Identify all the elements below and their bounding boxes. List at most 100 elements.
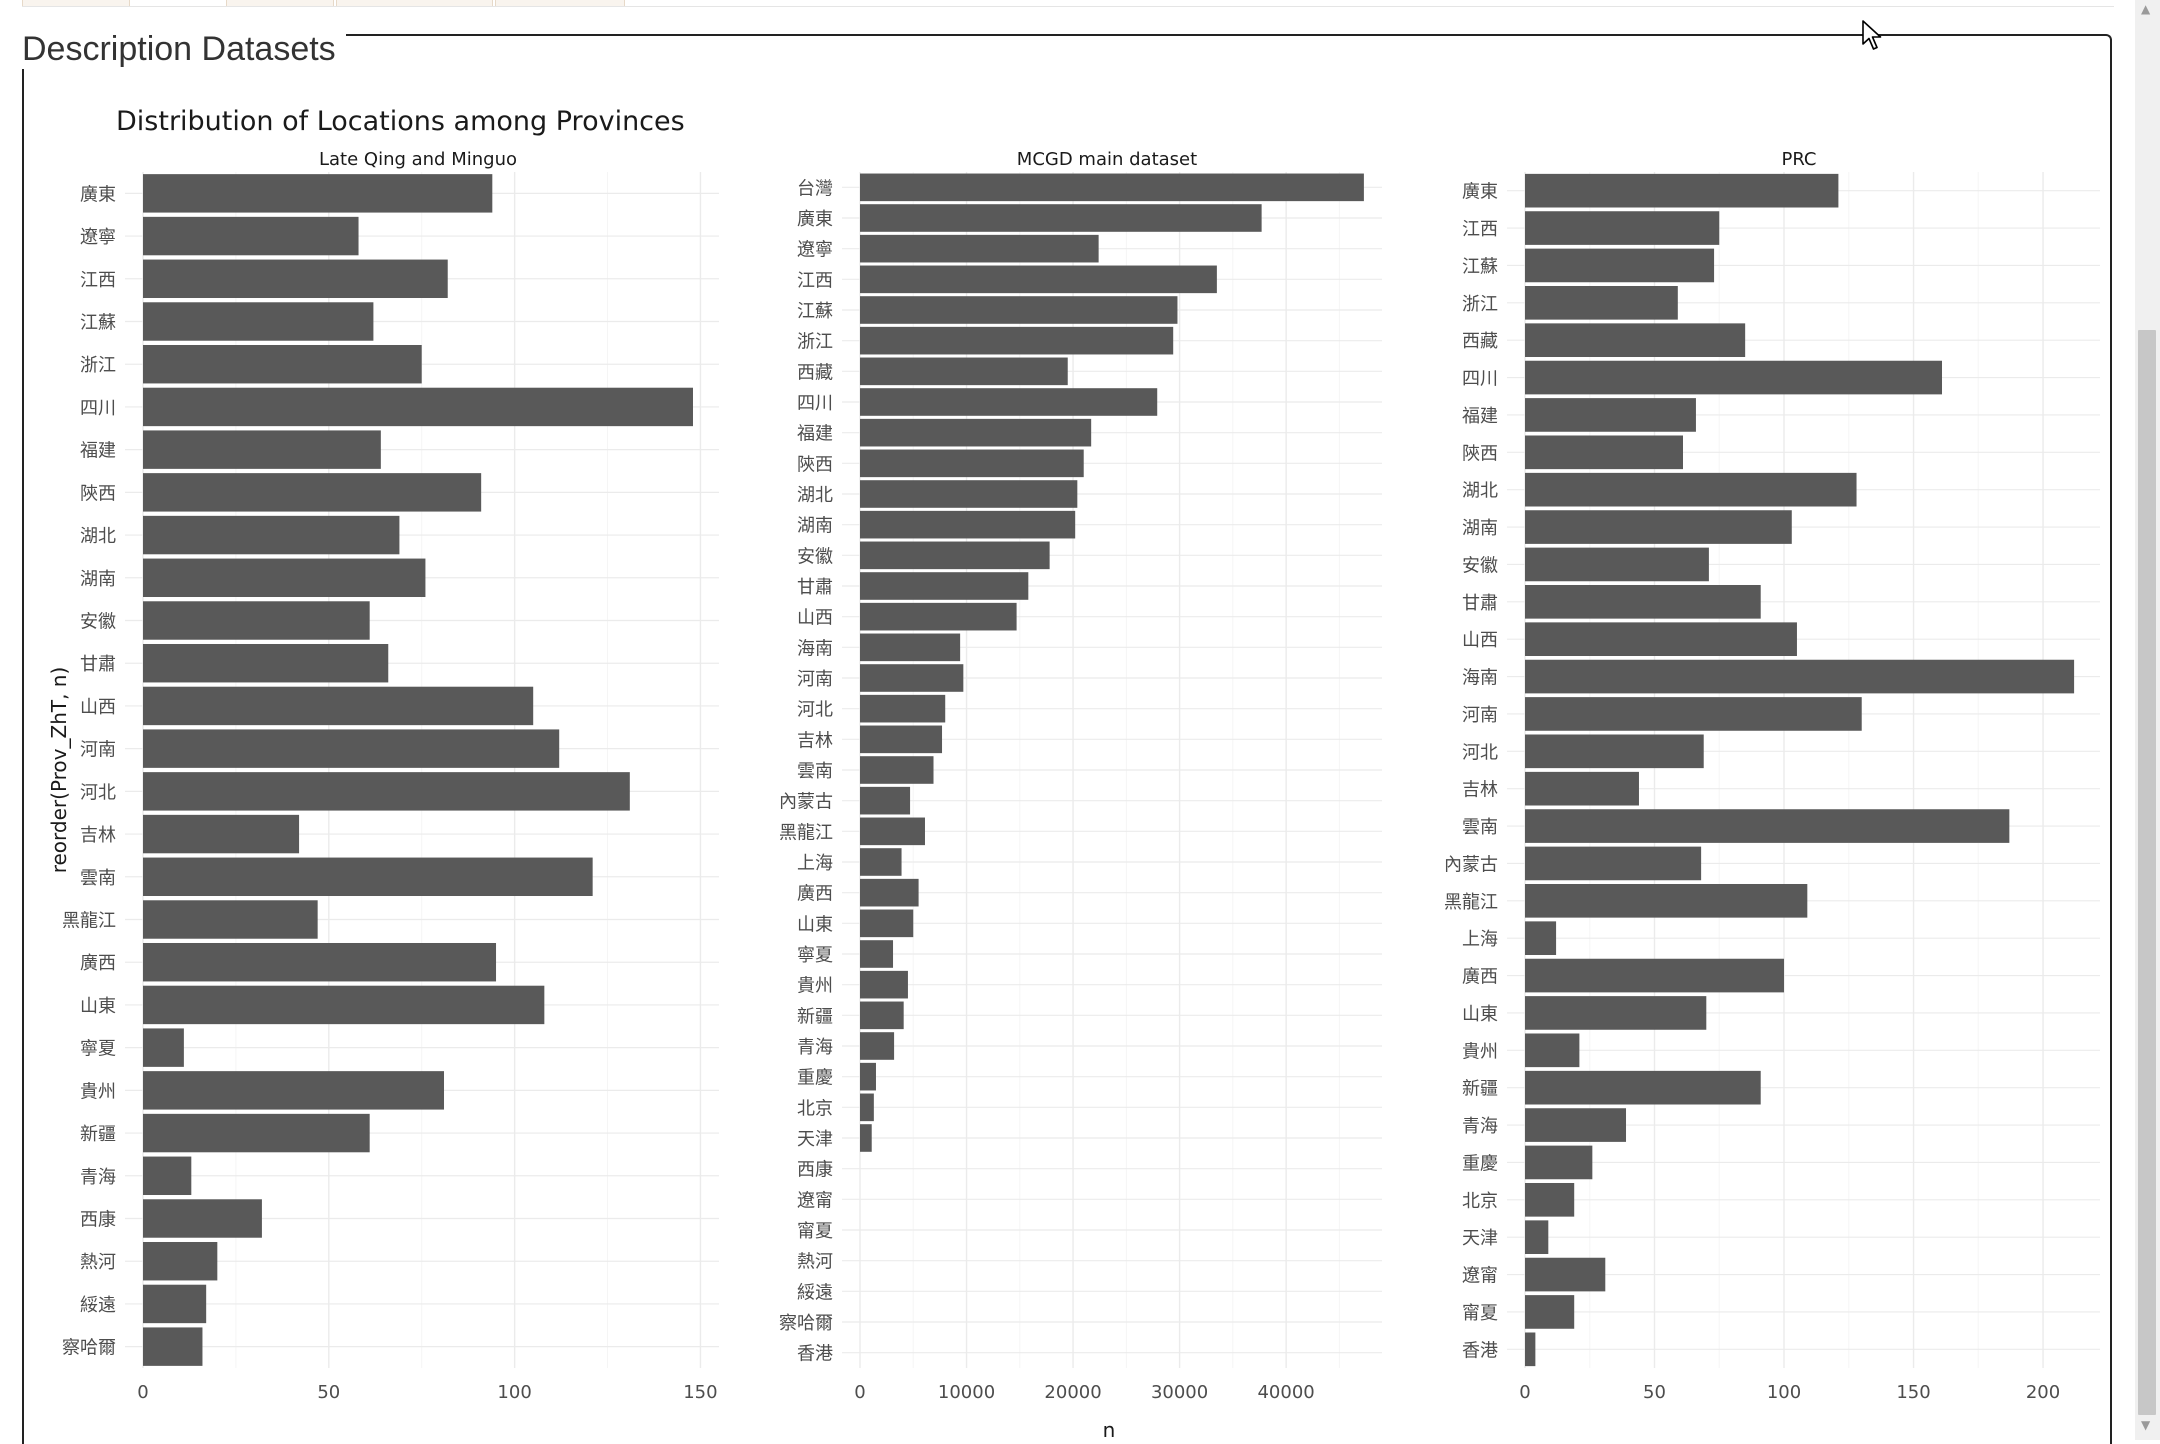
- bar: [1525, 1332, 1536, 1367]
- y-category-label: 山東: [1462, 1004, 1498, 1025]
- bar: [860, 480, 1078, 508]
- y-category-label: 海南: [797, 638, 833, 659]
- y-category-label: 福建: [80, 441, 116, 462]
- x-tick-label: 0: [1519, 1382, 1530, 1403]
- bar: [860, 909, 914, 938]
- facet-title: Late Qing and Minguo: [319, 149, 517, 170]
- y-category-label: 熱河: [80, 1252, 116, 1273]
- bar: [143, 174, 493, 213]
- bar: [143, 601, 370, 640]
- y-category-label: 四川: [80, 398, 116, 419]
- bar: [1525, 547, 1709, 582]
- y-category-label: 察哈爾: [779, 1313, 833, 1334]
- y-category-label: 察哈爾: [62, 1338, 116, 1359]
- y-category-label: 浙江: [1462, 294, 1498, 315]
- mouse-cursor-icon: [1862, 20, 1882, 50]
- bar: [860, 572, 1029, 600]
- y-category-label: 吉林: [80, 825, 116, 846]
- scroll-down-icon[interactable]: ▼: [2141, 1418, 2151, 1432]
- y-category-label: 內蒙古: [779, 792, 833, 813]
- bar: [860, 817, 925, 846]
- y-category-label: 雲南: [797, 761, 833, 782]
- bar: [143, 900, 318, 939]
- bar: [860, 878, 919, 907]
- bar: [1525, 510, 1792, 544]
- y-category-label: 湖北: [1462, 481, 1498, 502]
- bar: [1525, 472, 1857, 507]
- x-tick-label: 50: [317, 1382, 340, 1403]
- y-category-label: 遼甯: [1462, 1266, 1498, 1287]
- bar: [860, 786, 911, 815]
- bar: [860, 694, 946, 723]
- bar: [1525, 883, 1808, 918]
- bar: [143, 1113, 370, 1153]
- y-category-label: 廣東: [80, 184, 116, 205]
- bar: [1525, 1295, 1575, 1329]
- y-category-label: 安徽: [797, 546, 833, 567]
- y-category-label: 綏遠: [797, 1282, 833, 1303]
- scrollbar-thumb[interactable]: [2138, 330, 2156, 1415]
- bar: [143, 814, 300, 854]
- scroll-up-icon[interactable]: ▲: [2141, 2, 2151, 16]
- bar: [143, 1284, 207, 1324]
- y-category-label: 寧夏: [797, 945, 833, 966]
- y-category-label: 香港: [1462, 1340, 1498, 1361]
- x-axis-title: n: [1103, 1418, 1116, 1440]
- x-tick-label: 30000: [1151, 1382, 1208, 1403]
- y-category-label: 浙江: [80, 355, 116, 376]
- bar: [860, 204, 1262, 232]
- tab-2-active[interactable]: [132, 0, 224, 7]
- y-category-label: 重慶: [797, 1068, 833, 1089]
- y-category-label: 甘肅: [1462, 593, 1498, 614]
- x-tick-label: 0: [137, 1382, 148, 1403]
- bar: [143, 1028, 184, 1067]
- content-panel: [22, 34, 2112, 1444]
- bar: [1525, 360, 1943, 395]
- y-category-label: 遼甯: [797, 1190, 833, 1211]
- y-category-label: 江蘇: [797, 301, 833, 322]
- bar: [1525, 1033, 1580, 1068]
- y-category-label: 香港: [797, 1344, 833, 1365]
- y-category-label: 浙江: [797, 332, 833, 353]
- y-category-label: 廣西: [797, 884, 833, 905]
- y-category-label: 黑龍江: [1444, 892, 1498, 913]
- bar: [860, 940, 894, 968]
- y-category-label: 青海: [797, 1037, 833, 1058]
- y-category-label: 貴州: [1462, 1041, 1498, 1062]
- vertical-scrollbar[interactable]: ▲ ▼: [2135, 0, 2160, 1440]
- bar: [143, 1241, 218, 1281]
- y-category-label: 雲南: [80, 868, 116, 889]
- bar: [1525, 173, 1839, 208]
- bar: [860, 756, 934, 784]
- y-category-label: 河北: [80, 782, 116, 803]
- y-category-label: 河南: [80, 740, 116, 761]
- bar: [1525, 211, 1720, 245]
- y-category-label: 江蘇: [80, 313, 116, 334]
- y-category-label: 甘肅: [797, 577, 833, 598]
- y-category-label: 廣西: [1462, 967, 1498, 988]
- y-category-label: 吉林: [797, 730, 833, 751]
- bar: [1525, 659, 2075, 694]
- y-category-label: 山東: [80, 996, 116, 1017]
- y-category-label: 重慶: [1462, 1153, 1498, 1174]
- chart-title: Distribution of Locations among Province…: [116, 106, 685, 137]
- bar: [1525, 248, 1715, 283]
- y-category-label: 吉林: [1462, 780, 1498, 801]
- bar: [143, 302, 374, 341]
- bar: [143, 387, 693, 427]
- bar: [1525, 1182, 1575, 1217]
- y-category-label: 四川: [797, 393, 833, 414]
- bar: [1525, 996, 1707, 1030]
- y-category-label: 湖南: [80, 569, 116, 590]
- y-category-label: 江西: [80, 270, 116, 291]
- tab-divider: [22, 6, 2114, 7]
- y-category-label: 雲南: [1462, 817, 1498, 838]
- y-category-label: 陝西: [797, 454, 833, 475]
- bar: [1525, 809, 2010, 843]
- bar: [143, 686, 534, 726]
- y-category-label: 安徽: [80, 612, 116, 633]
- bar: [143, 515, 400, 555]
- facet-title: MCGD main dataset: [1017, 149, 1197, 170]
- y-category-label: 福建: [797, 424, 833, 445]
- y-category-label: 甯夏: [1462, 1303, 1498, 1324]
